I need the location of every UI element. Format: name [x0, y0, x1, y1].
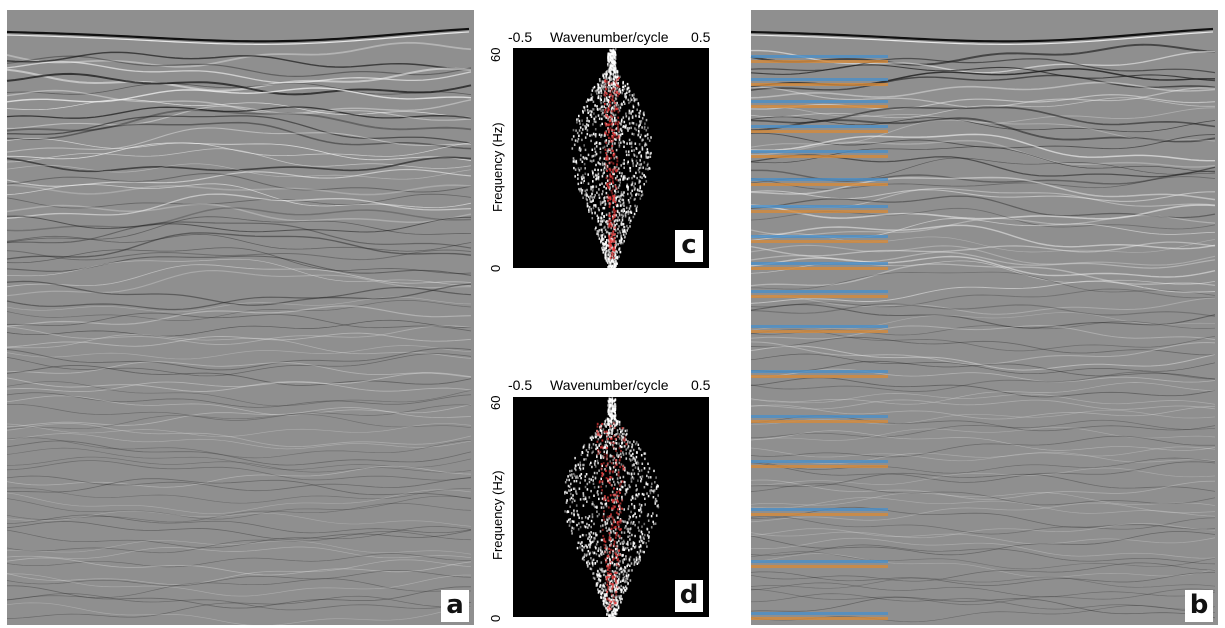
spectrum-c-y-top: 60	[488, 47, 503, 62]
spectrum-c-y-title: Frequency (Hz)	[490, 122, 505, 212]
spectrum-d-y-title: Frequency (Hz)	[490, 470, 505, 560]
panel-a-image	[6, 10, 474, 627]
spectrum-c-x-title: Wavenumber/cycle	[550, 29, 669, 45]
spectrum-c-y-bottom: 0	[488, 264, 503, 272]
spectrum-d-x-title: Wavenumber/cycle	[550, 377, 669, 393]
panel-label-d: d	[675, 580, 703, 612]
spectrum-d-y-bottom: 0	[488, 614, 503, 622]
spectrum-d-y-top: 60	[488, 395, 503, 410]
panel-label-b: b	[1185, 590, 1213, 622]
panel-label-c: c	[675, 230, 703, 262]
panel-label-a: a	[441, 590, 469, 622]
spectrum-d-x-max: 0.5	[691, 377, 711, 393]
spectrum-d-x-min: -0.5	[508, 377, 533, 393]
spectrum-c-x-max: 0.5	[691, 29, 711, 45]
panel-b-image	[750, 10, 1218, 625]
spectrum-c-x-min: -0.5	[508, 29, 533, 45]
